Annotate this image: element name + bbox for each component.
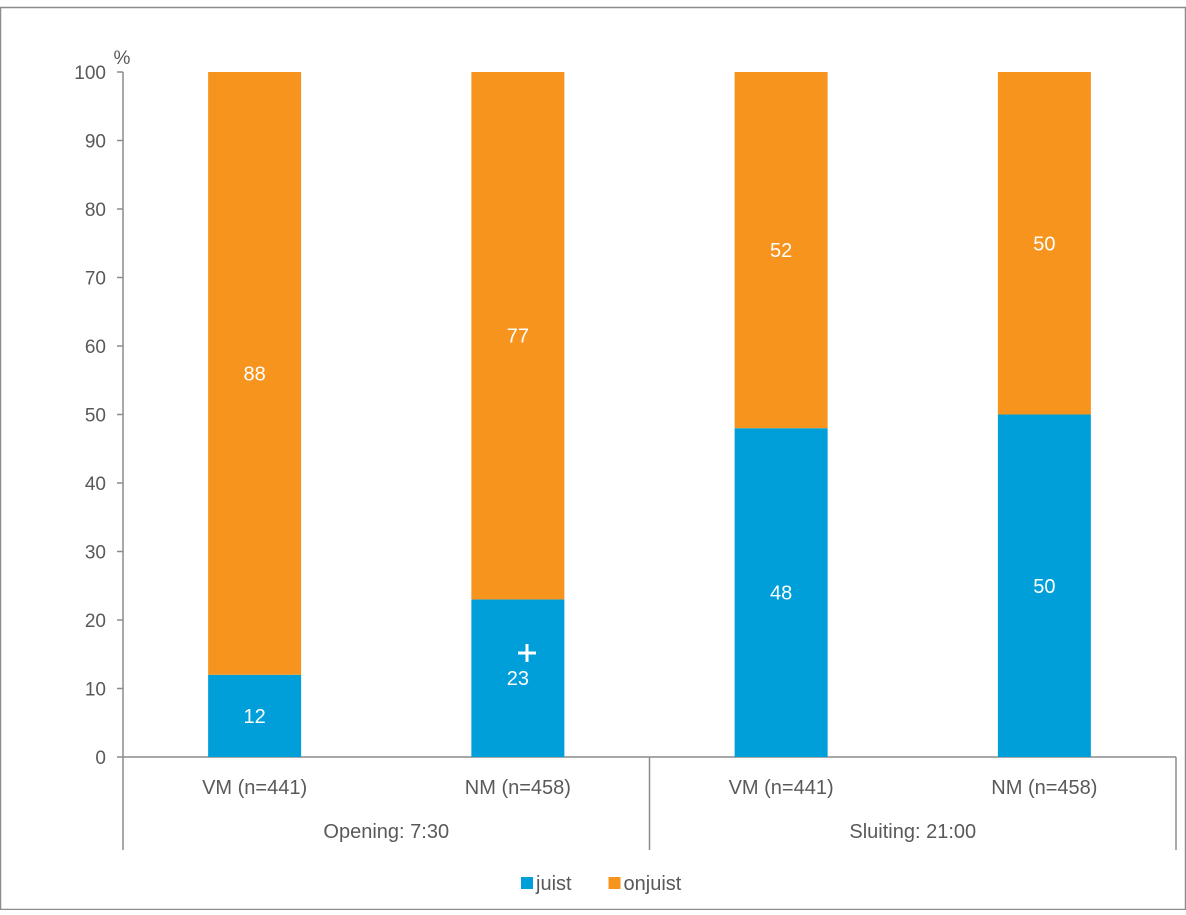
bar-value-label: 88 <box>244 363 266 385</box>
bar-onjuist <box>208 72 302 675</box>
legend: juist onjuist <box>521 873 682 895</box>
x-category-label: NM (n=458) <box>465 777 571 799</box>
x-category-label: VM (n=441) <box>202 777 307 799</box>
y-tick-label: 0 <box>95 748 106 769</box>
bar-value-label: 50 <box>1033 233 1055 255</box>
x-category-label: NM (n=458) <box>991 777 1097 799</box>
bar-value-label: 77 <box>507 326 529 348</box>
y-unit-label: % <box>114 48 131 69</box>
bar-value-label: 48 <box>770 583 792 605</box>
legend-label-onjuist: onjuist <box>624 873 682 895</box>
y-tick-label: 10 <box>85 680 106 701</box>
bar-value-label: 50 <box>1033 576 1055 598</box>
y-tick-label: 50 <box>85 406 106 427</box>
plot-area: 0 10 20 30 40 50 60 70 80 90 100 12 88 VM (n=441) 23 77… <box>74 63 1177 895</box>
bar-juist <box>734 428 828 757</box>
legend-swatch-juist <box>521 877 533 889</box>
bar-value-label: 12 <box>244 706 266 728</box>
bar-onjuist <box>734 72 828 429</box>
y-tick-label: 30 <box>85 543 106 564</box>
cursor-crosshair-icon <box>518 644 536 662</box>
x-category-label: VM (n=441) <box>729 777 834 799</box>
x-group-label: Sluiting: 21:00 <box>849 821 976 843</box>
y-tick-label: 20 <box>85 611 106 632</box>
bar-onjuist <box>997 72 1091 415</box>
legend-label-juist: juist <box>535 873 572 895</box>
legend-swatch-onjuist <box>608 877 621 889</box>
chart-border <box>0 6 1186 911</box>
y-tick-label: 100 <box>74 63 106 84</box>
y-tick-label: 90 <box>85 132 106 153</box>
bar-juist <box>997 414 1091 757</box>
y-tick-label: 70 <box>85 269 106 290</box>
bar-juist <box>471 599 565 757</box>
y-tick-label: 60 <box>85 337 106 358</box>
bar-onjuist <box>471 72 565 600</box>
y-tick-label: 40 <box>85 474 106 495</box>
x-group-label: Opening: 7:30 <box>323 821 449 843</box>
bar-value-label: 52 <box>770 240 792 262</box>
bar-juist <box>208 674 302 757</box>
y-tick-label: 80 <box>85 200 106 221</box>
bar-value-label: 23 <box>507 668 529 690</box>
